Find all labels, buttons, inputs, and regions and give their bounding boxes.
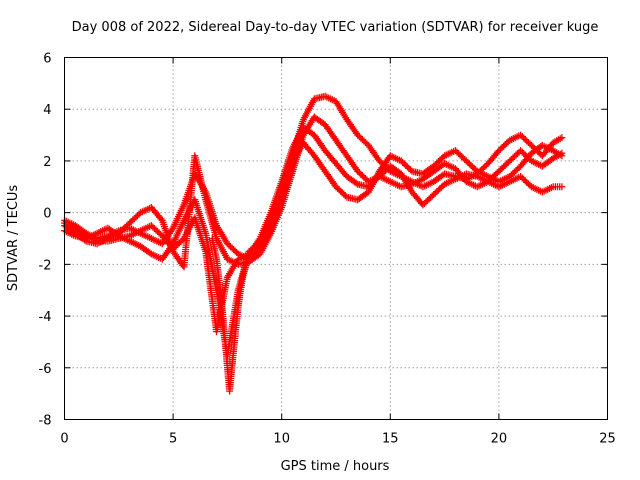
x-tick-label: 25	[599, 432, 616, 447]
chart-title: Day 008 of 2022, Sidereal Day-to-day VTE…	[72, 20, 599, 35]
x-tick-label: 0	[60, 432, 68, 447]
x-tick-labels: 0 5 10 15 20 25	[60, 432, 615, 447]
x-axis-label: GPS time / hours	[281, 459, 390, 474]
grid	[64, 57, 608, 420]
y-axis-label: SDTVAR / TECUs	[6, 185, 21, 292]
series-track-3	[61, 139, 566, 359]
x-tick-label: 20	[491, 432, 508, 447]
y-tick-label: -2	[39, 258, 52, 273]
y-tick-label: 4	[43, 103, 51, 118]
y-tick-label: 6	[43, 52, 51, 67]
x-tick-label: 15	[382, 432, 399, 447]
y-tick-label: 0	[43, 207, 51, 222]
y-tick-label: -6	[39, 362, 52, 377]
plot-frame	[64, 57, 608, 420]
axis-ticks	[64, 57, 608, 420]
y-tick-labels: -8 -6 -4 -2 0 2 4 6	[39, 52, 52, 429]
data-markers	[61, 92, 566, 395]
y-tick-label: -8	[39, 414, 52, 429]
series-track-5	[208, 235, 251, 395]
x-tick-label: 10	[273, 432, 290, 447]
y-tick-label: 2	[43, 155, 51, 170]
x-tick-label: 5	[169, 432, 177, 447]
y-tick-label: -4	[39, 310, 52, 325]
